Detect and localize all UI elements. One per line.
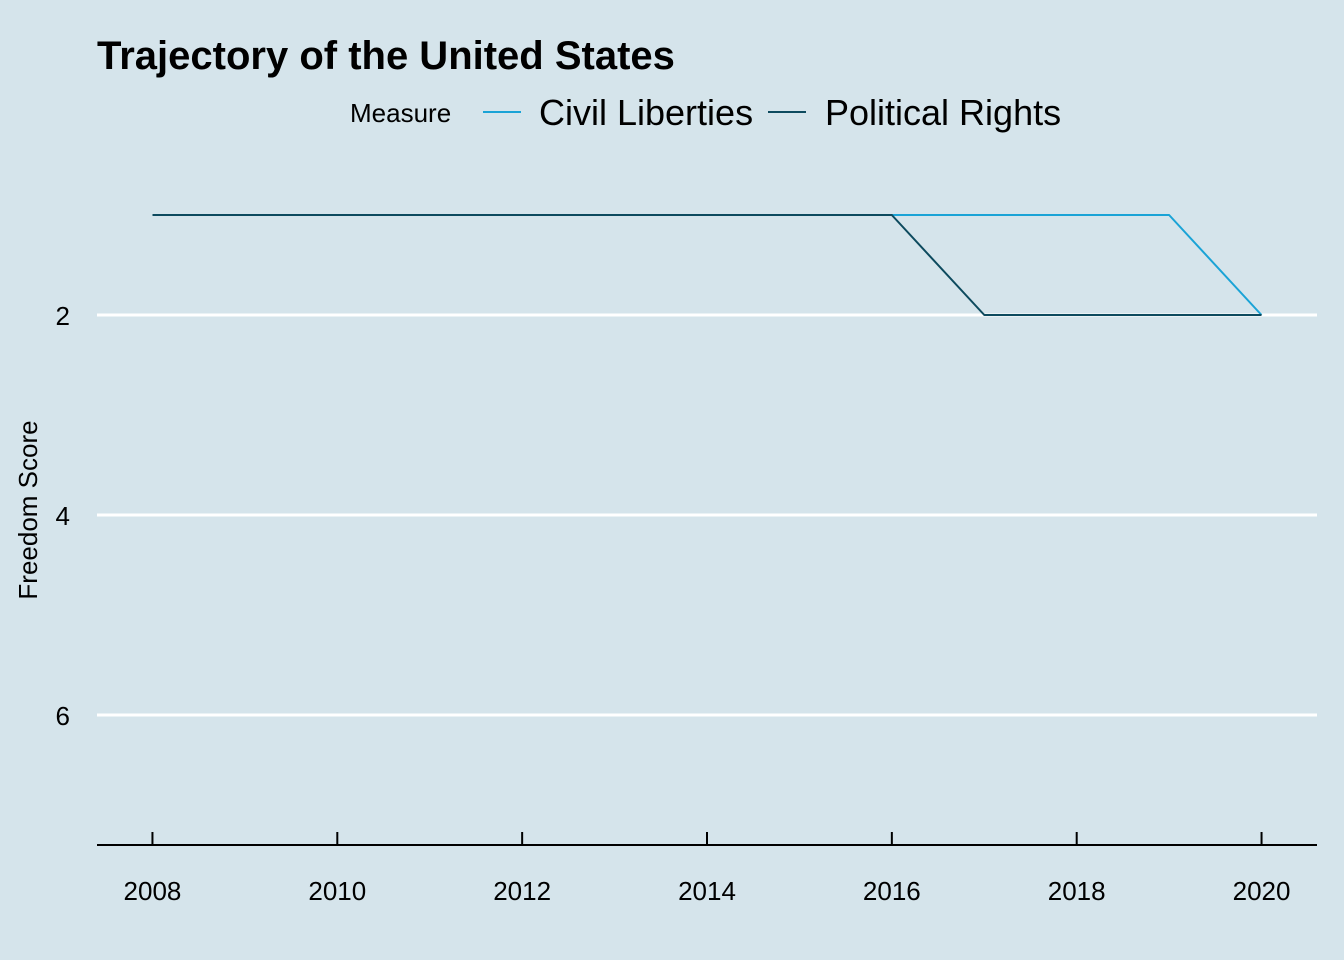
x-tick-labels: 2008 2010 2012 2014 2016 2018 2020 <box>124 876 1291 906</box>
y-tick-label-2: 2 <box>56 301 70 331</box>
series-lines <box>152 214 1263 316</box>
legend: Measure Civil Liberties Political Rights <box>350 92 1061 133</box>
x-tick-label-2020: 2020 <box>1233 876 1291 906</box>
series-line-political-rights <box>152 214 1262 316</box>
chart-title: Trajectory of the United States <box>97 34 675 78</box>
legend-label-civil-liberties: Civil Liberties <box>539 92 753 133</box>
x-tick-label-2018: 2018 <box>1048 876 1106 906</box>
x-tick-label-2010: 2010 <box>308 876 366 906</box>
y-tick-label-4: 4 <box>56 501 70 531</box>
x-tick-label-2014: 2014 <box>678 876 736 906</box>
x-tick-label-2008: 2008 <box>124 876 182 906</box>
legend-title: Measure <box>350 98 451 128</box>
y-tick-label-6: 6 <box>56 701 70 731</box>
y-axis-title: Freedom Score <box>13 420 43 599</box>
x-tick-label-2016: 2016 <box>863 876 921 906</box>
x-tick-label-2012: 2012 <box>493 876 551 906</box>
legend-label-political-rights: Political Rights <box>825 92 1061 133</box>
x-ticks <box>151 832 1263 845</box>
y-tick-labels: 2 4 6 <box>56 301 70 731</box>
